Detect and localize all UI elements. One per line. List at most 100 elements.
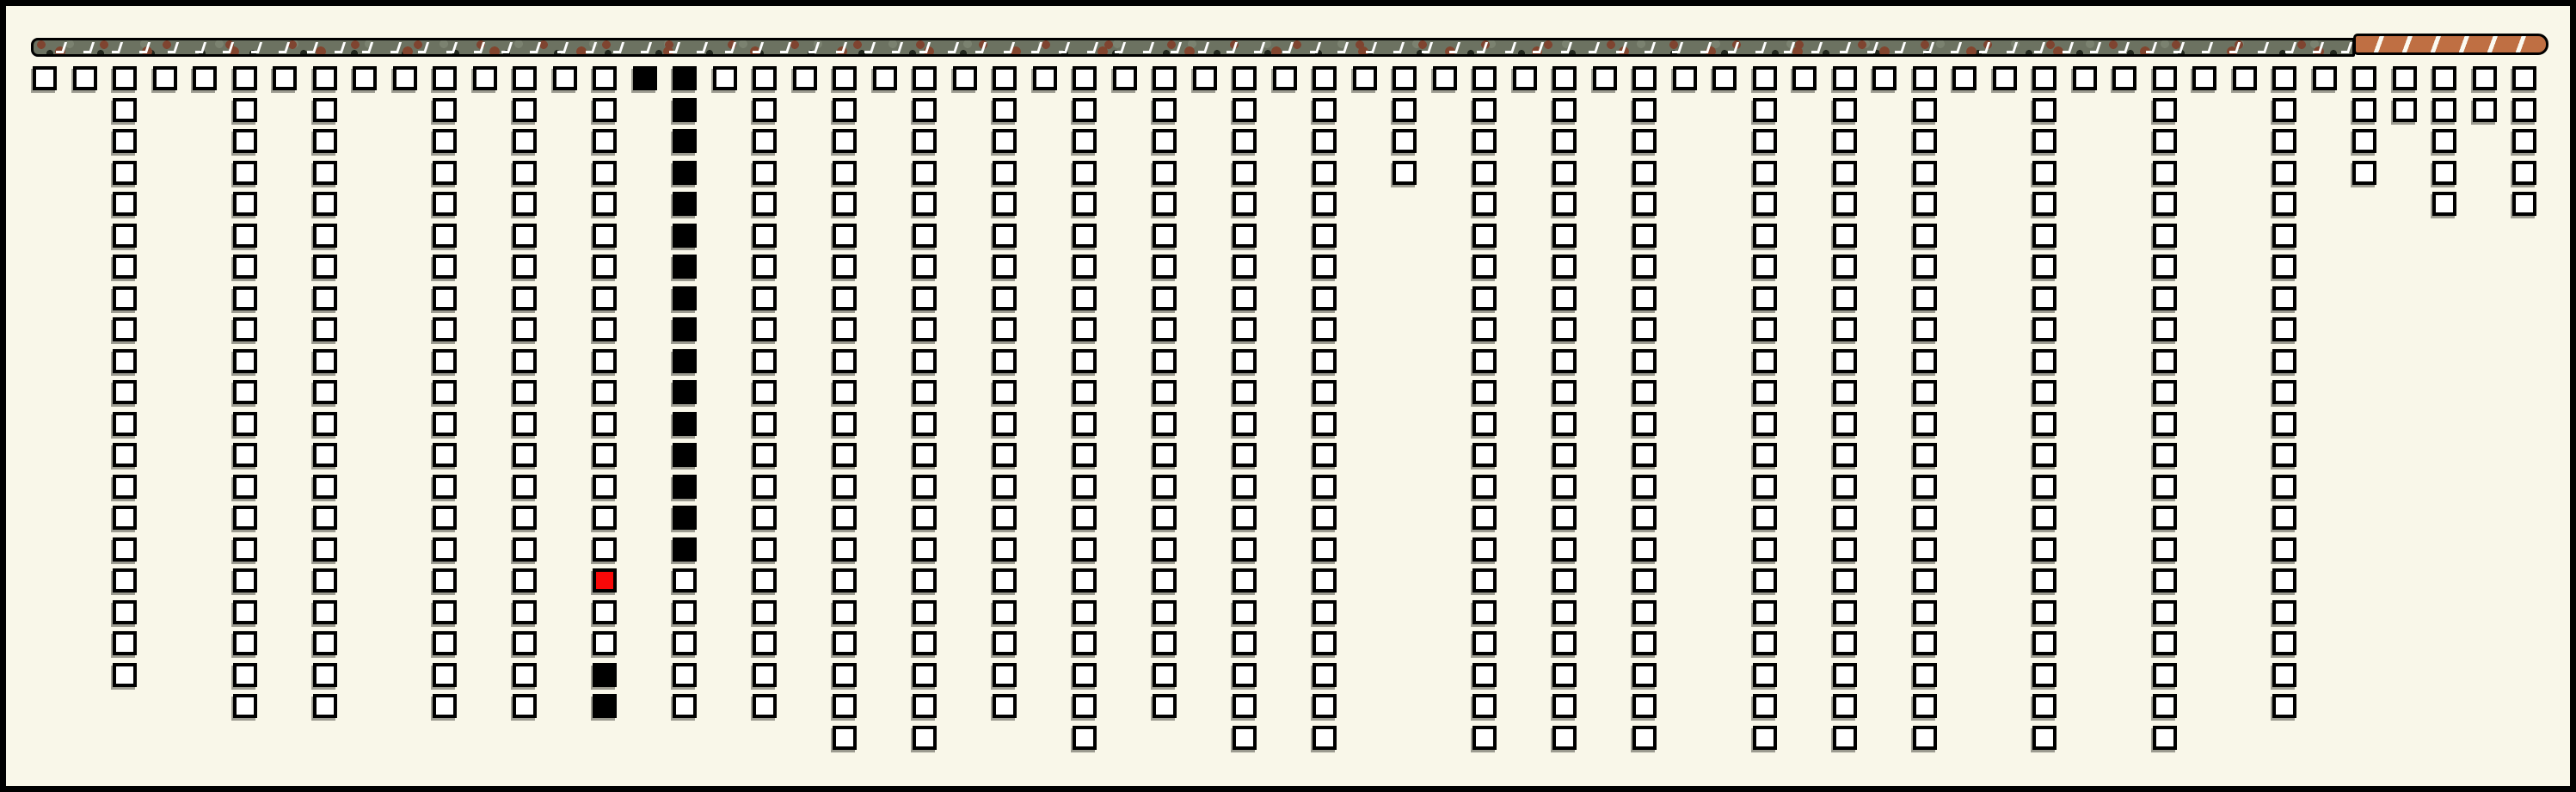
grid-square[interactable] (1313, 725, 1337, 750)
grid-square-black[interactable] (673, 255, 697, 279)
grid-square[interactable] (433, 599, 457, 624)
grid-square[interactable] (1393, 129, 1417, 153)
grid-square[interactable] (1233, 129, 1257, 153)
grid-square[interactable] (513, 129, 537, 153)
grid-square[interactable] (1233, 506, 1257, 530)
grid-square[interactable] (1552, 662, 1577, 687)
grid-square[interactable] (312, 97, 337, 122)
grid-square[interactable] (113, 380, 137, 404)
grid-square[interactable] (833, 192, 857, 216)
grid-square[interactable] (1632, 506, 1657, 530)
grid-square[interactable] (753, 160, 777, 185)
grid-square[interactable] (833, 694, 857, 718)
grid-square[interactable] (1112, 66, 1137, 90)
grid-square[interactable] (1073, 506, 1097, 530)
grid-square[interactable] (1552, 285, 1577, 310)
grid-square[interactable] (113, 317, 137, 341)
grid-square[interactable] (993, 66, 1017, 90)
grid-square[interactable] (1153, 568, 1177, 592)
grid-square[interactable] (1752, 348, 1777, 373)
grid-square[interactable] (1153, 129, 1177, 153)
grid-square[interactable] (1912, 725, 1937, 750)
grid-square[interactable] (1233, 599, 1257, 624)
grid-square[interactable] (993, 568, 1017, 592)
grid-square[interactable] (993, 506, 1017, 530)
grid-square[interactable] (2512, 192, 2536, 216)
grid-square[interactable] (1832, 192, 1857, 216)
grid-square[interactable] (1832, 411, 1857, 436)
grid-square[interactable] (593, 97, 617, 122)
grid-square[interactable] (1313, 380, 1337, 404)
grid-square[interactable] (1313, 411, 1337, 436)
grid-square[interactable] (833, 662, 857, 687)
grid-square[interactable] (1832, 599, 1857, 624)
grid-square[interactable] (1752, 129, 1777, 153)
grid-square[interactable] (1153, 631, 1177, 655)
grid-square[interactable] (2272, 537, 2296, 562)
grid-square[interactable] (312, 380, 337, 404)
grid-square[interactable] (1272, 66, 1297, 90)
grid-square[interactable] (232, 255, 257, 279)
grid-square[interactable] (1832, 255, 1857, 279)
grid-square[interactable] (1472, 411, 1497, 436)
grid-square[interactable] (753, 223, 777, 248)
grid-square[interactable] (1313, 192, 1337, 216)
grid-square[interactable] (513, 97, 537, 122)
grid-square-black[interactable] (632, 66, 657, 90)
grid-square[interactable] (312, 568, 337, 592)
grid-square[interactable] (1832, 662, 1857, 687)
grid-square[interactable] (1632, 443, 1657, 467)
grid-square[interactable] (2032, 317, 2056, 341)
grid-square[interactable] (232, 411, 257, 436)
grid-square-red[interactable] (593, 568, 617, 592)
grid-square[interactable] (2032, 725, 2056, 750)
grid-square[interactable] (993, 192, 1017, 216)
grid-square[interactable] (2272, 192, 2296, 216)
grid-square[interactable] (513, 537, 537, 562)
grid-square[interactable] (1912, 348, 1937, 373)
grid-square[interactable] (2272, 97, 2296, 122)
grid-square[interactable] (1313, 285, 1337, 310)
grid-square[interactable] (1472, 255, 1497, 279)
grid-square[interactable] (2512, 129, 2536, 153)
grid-square[interactable] (1233, 192, 1257, 216)
grid-square[interactable] (232, 317, 257, 341)
grid-square[interactable] (1233, 443, 1257, 467)
grid-square[interactable] (513, 380, 537, 404)
grid-square[interactable] (113, 662, 137, 687)
grid-square[interactable] (1032, 66, 1057, 90)
grid-square[interactable] (1912, 474, 1937, 499)
grid-square[interactable] (833, 317, 857, 341)
grid-square[interactable] (2032, 223, 2056, 248)
grid-square[interactable] (2032, 537, 2056, 562)
grid-square[interactable] (2152, 129, 2177, 153)
grid-square[interactable] (1073, 348, 1097, 373)
grid-square[interactable] (1752, 66, 1777, 90)
grid-square[interactable] (1313, 537, 1337, 562)
grid-square[interactable] (433, 129, 457, 153)
grid-square[interactable] (513, 223, 537, 248)
grid-square[interactable] (1912, 223, 1937, 248)
grid-square[interactable] (1912, 443, 1937, 467)
grid-square[interactable] (1832, 285, 1857, 310)
grid-square[interactable] (1073, 599, 1097, 624)
grid-square[interactable] (993, 694, 1017, 718)
grid-square[interactable] (1832, 160, 1857, 185)
grid-square[interactable] (312, 694, 337, 718)
grid-square[interactable] (913, 725, 937, 750)
grid-square[interactable] (193, 66, 217, 90)
grid-square[interactable] (712, 66, 737, 90)
grid-square[interactable] (2152, 506, 2177, 530)
grid-square[interactable] (1832, 66, 1857, 90)
grid-square[interactable] (2152, 192, 2177, 216)
grid-square[interactable] (2312, 66, 2337, 90)
grid-square[interactable] (1233, 631, 1257, 655)
grid-square[interactable] (1552, 443, 1577, 467)
grid-square[interactable] (2432, 192, 2456, 216)
grid-square[interactable] (433, 223, 457, 248)
grid-square[interactable] (753, 694, 777, 718)
grid-square[interactable] (833, 537, 857, 562)
grid-square[interactable] (993, 411, 1017, 436)
grid-square[interactable] (1313, 694, 1337, 718)
grid-square[interactable] (513, 411, 537, 436)
